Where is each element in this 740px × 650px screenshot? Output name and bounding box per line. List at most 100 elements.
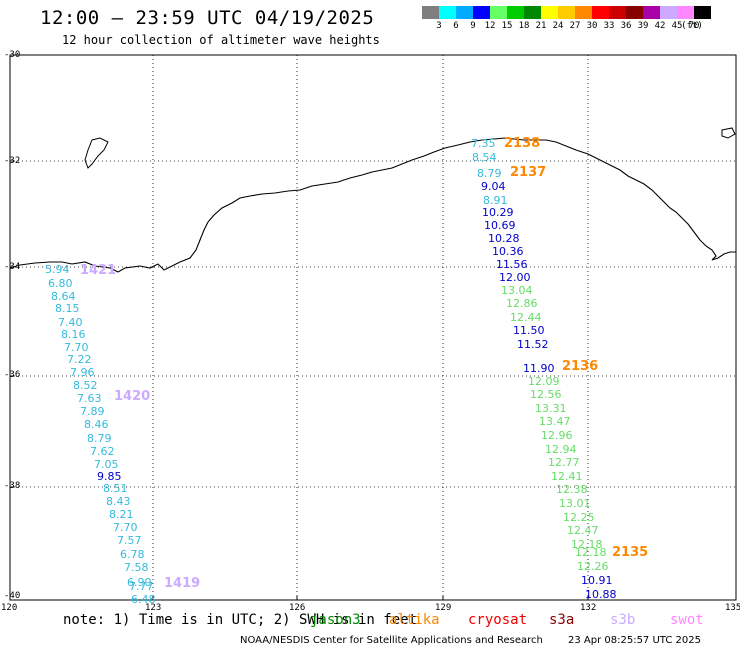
wave-height-reading: 8.64 xyxy=(51,290,76,303)
color-swatch xyxy=(643,6,660,19)
wave-height-reading: 8.21 xyxy=(109,508,134,521)
map-title: 12:00 – 23:59 UTC 04/19/2025 xyxy=(40,7,375,29)
color-scale-tick: 3 xyxy=(436,21,442,31)
wave-height-reading: 5.94 xyxy=(45,263,70,276)
wave-height-reading: 10.88 xyxy=(585,588,617,601)
color-scale-tick: 45 xyxy=(671,21,683,31)
wave-height-reading: 7.58 xyxy=(124,561,149,574)
footnote: note: 1) Time is in UTC; 2) SWH is in fe… xyxy=(63,612,418,628)
legend-s3a: s3a xyxy=(549,612,575,628)
legend-swot: swot xyxy=(670,612,704,628)
wave-height-reading: 12.09 xyxy=(528,375,560,388)
color-scale-tick: 27 xyxy=(569,21,581,31)
lon-label: 132 xyxy=(580,603,597,613)
wave-height-reading: 7.05 xyxy=(94,458,119,471)
color-swatch xyxy=(507,6,524,19)
wave-height-reading: 8.43 xyxy=(106,495,131,508)
color-scale-tick: 30 xyxy=(586,21,598,31)
wave-height-reading: 8.15 xyxy=(55,302,80,315)
color-scale-tick: 21 xyxy=(535,21,547,31)
wave-height-reading: 7.96 xyxy=(70,366,95,379)
color-swatch xyxy=(558,6,575,19)
color-swatch xyxy=(439,6,456,19)
credit-line: NOAA/NESDIS Center for Satellite Applica… xyxy=(240,635,543,646)
wave-height-reading: 8.51 xyxy=(103,482,128,495)
pass-label: 2136 xyxy=(562,359,599,374)
color-scale-tick: 24 xyxy=(552,21,564,31)
wave-height-reading: 7.40 xyxy=(58,316,83,329)
wave-height-reading: 13.31 xyxy=(535,402,567,415)
plot-frame xyxy=(9,54,737,601)
pass-label: 1419 xyxy=(164,576,201,591)
wave-height-reading: 10.36 xyxy=(492,245,524,258)
color-scale-tick: 42 xyxy=(654,21,666,31)
wave-height-reading: 9.04 xyxy=(481,180,506,193)
wave-height-reading: 10.91 xyxy=(581,574,613,587)
pass-label: 1420 xyxy=(114,389,151,404)
wave-height-reading: 13.01 xyxy=(559,497,591,510)
wave-height-reading: 12.77 xyxy=(548,456,580,469)
wave-height-reading: 12.41 xyxy=(551,470,583,483)
wave-height-reading: 12.86 xyxy=(506,297,538,310)
wave-height-reading: 12.25 xyxy=(563,511,595,524)
lat-label: -38 xyxy=(4,481,21,491)
color-swatch xyxy=(473,6,490,19)
wave-height-reading: 10.29 xyxy=(482,206,514,219)
wave-height-reading: 8.52 xyxy=(73,379,98,392)
wave-height-reading: 8.79 xyxy=(477,167,502,180)
axis-ticks xyxy=(10,160,589,600)
wave-height-reading: 13.47 xyxy=(539,415,571,428)
wave-height-reading: 10.28 xyxy=(488,232,520,245)
legend-s3b: s3b xyxy=(610,612,636,628)
wave-height-reading: 8.79 xyxy=(87,432,112,445)
lat-label: -36 xyxy=(4,370,21,380)
wave-height-reading: 7.70 xyxy=(64,341,89,354)
lat-label: -40 xyxy=(4,591,21,601)
color-swatch xyxy=(592,6,609,19)
pass-label: 2135 xyxy=(612,545,649,560)
wave-height-reading: 12.18 xyxy=(575,546,607,559)
color-swatch xyxy=(660,6,677,19)
color-scale-tick: 70 xyxy=(688,21,700,31)
wave-height-reading: 7.62 xyxy=(90,445,115,458)
coastline xyxy=(9,137,736,273)
wave-height-reading: 11.52 xyxy=(517,338,549,351)
color-swatch xyxy=(694,6,711,19)
lon-label: 129 xyxy=(435,603,452,613)
color-swatch xyxy=(575,6,592,19)
pass-label: 1421 xyxy=(80,263,117,278)
wave-height-reading: 7.22 xyxy=(67,353,92,366)
lat-label: -32 xyxy=(4,156,21,166)
color-scale-tick: 18 xyxy=(518,21,530,31)
wave-height-reading: 12.38 xyxy=(556,483,588,496)
color-swatch xyxy=(626,6,643,19)
lon-label: 123 xyxy=(145,603,162,613)
color-scale-tick: 33 xyxy=(603,21,615,31)
pass-label: 2138 xyxy=(504,136,541,151)
wave-height-reading: 12.26 xyxy=(577,560,609,573)
map-subtitle: 12 hour collection of altimeter wave hei… xyxy=(62,33,380,47)
pass-label: 2137 xyxy=(510,165,547,180)
wave-height-reading: 8.54 xyxy=(472,151,497,164)
islet-outline xyxy=(721,127,736,139)
color-swatch xyxy=(490,6,507,19)
color-scale-tick: 6 xyxy=(453,21,459,31)
wave-height-reading: 8.91 xyxy=(483,194,508,207)
color-swatch xyxy=(422,6,439,19)
wave-height-reading: 6.48 xyxy=(131,593,156,606)
lon-label: 126 xyxy=(289,603,306,613)
color-scale-tick: 9 xyxy=(470,21,476,31)
color-scale-tick: (ft) xyxy=(681,21,703,31)
legend-cryosat: cryosat xyxy=(468,612,528,628)
wave-height-reading: 7.35 xyxy=(471,137,496,150)
wave-height-reading: 12.18 xyxy=(571,538,603,551)
wave-height-reading: 11.56 xyxy=(496,258,528,271)
island-outline xyxy=(84,137,109,169)
generated-timestamp: 23 Apr 08:25:57 UTC 2025 xyxy=(568,635,701,646)
wave-height-reading: 8.16 xyxy=(61,328,86,341)
wave-height-reading: 12.47 xyxy=(567,524,599,537)
wave-height-reading: 7.57 xyxy=(117,534,142,547)
color-scale-tick: 39 xyxy=(637,21,649,31)
color-scale-tick: 12 xyxy=(484,21,496,31)
